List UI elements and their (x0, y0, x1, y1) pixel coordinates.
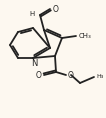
Text: O: O (68, 70, 74, 80)
Text: H: H (30, 11, 35, 17)
Text: CH₃: CH₃ (79, 33, 92, 39)
Text: H₃: H₃ (96, 74, 103, 80)
Text: O: O (53, 4, 59, 13)
Text: O: O (35, 70, 41, 80)
Text: N: N (31, 59, 37, 67)
